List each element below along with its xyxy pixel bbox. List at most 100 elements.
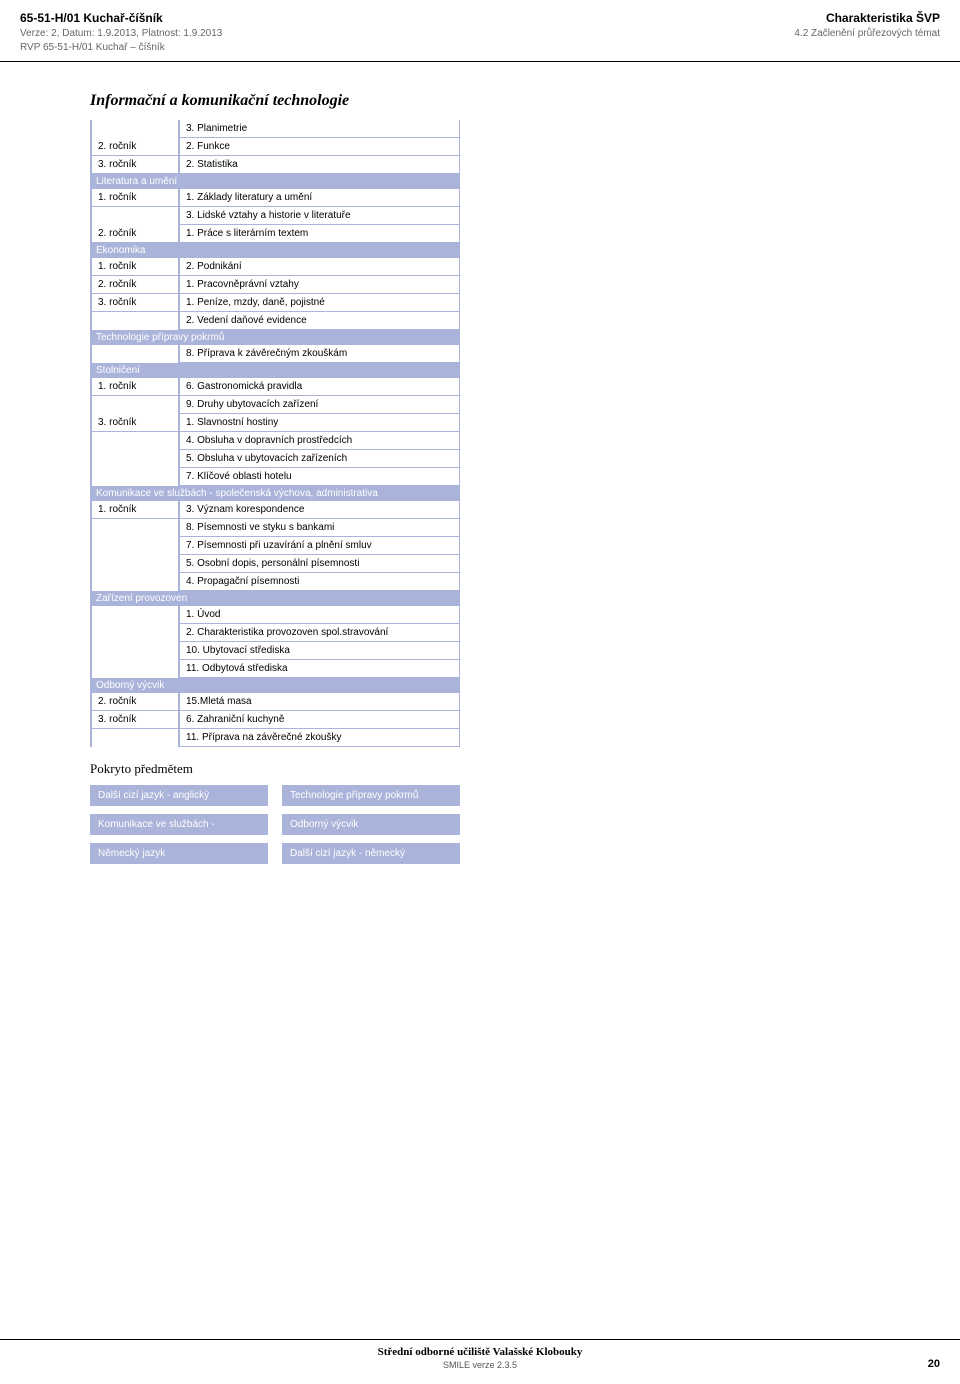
subject-box: Další cizí jazyk - anglický — [90, 785, 268, 806]
subject-box: Technologie přípravy pokrmů — [282, 785, 460, 806]
cell-topic: 8. Příprava k závěrečným zkouškám — [178, 345, 459, 363]
pokryto-title: Pokryto předmětem — [90, 761, 505, 777]
cell-topic: 4. Propagační písemnosti — [178, 573, 459, 591]
subject-box: Odborný výcvik — [282, 814, 460, 835]
header-right: Charakteristika ŠVP 4.2 Začlenění průřez… — [794, 10, 940, 55]
footer-page: 20 — [928, 1358, 940, 1370]
cell-grade: 1. ročník — [90, 501, 178, 519]
cell-topic: 3. Význam korespondence — [178, 501, 459, 519]
cell-grade — [90, 537, 178, 555]
footer-school: Střední odborné učiliště Valašské Klobou… — [20, 1346, 940, 1358]
section-header: Zařízení provozoven — [90, 591, 459, 606]
doc-rvp: RVP 65-51-H/01 Kuchař – číšník — [20, 41, 222, 55]
header-right-title: Charakteristika ŠVP — [794, 10, 940, 27]
cell-grade: 1. ročník — [90, 189, 178, 207]
cell-grade — [90, 729, 178, 747]
cell-grade — [90, 396, 178, 414]
boxes-right-col: Technologie přípravy pokrmů Odborný výcvi… — [282, 785, 460, 864]
page-header: 65-51-H/01 Kuchař-číšník Verze: 2, Datum… — [0, 0, 960, 62]
table-row: 2. ročník1. Pracovněprávní vztahy — [90, 276, 459, 294]
cell-topic: 11. Odbytová střediska — [178, 660, 459, 678]
section-header: Literatura a umění — [90, 174, 459, 189]
page-title: Informační a komunikační technologie — [90, 92, 505, 110]
cell-topic: 4. Obsluha v dopravních prostředcích — [178, 432, 459, 450]
table-row: 1. ročník2. Podnikání — [90, 258, 459, 276]
cell-grade — [90, 312, 178, 330]
table-row: 1. ročník6. Gastronomická pravidla — [90, 378, 459, 396]
cell-topic: 1. Pracovněprávní vztahy — [178, 276, 459, 294]
cell-grade — [90, 573, 178, 591]
cell-grade — [90, 432, 178, 450]
header-right-subtitle: 4.2 Začlenění průřezových témat — [794, 27, 940, 41]
cell-topic: 2. Charakteristika provozoven spol.strav… — [178, 624, 459, 642]
cell-grade: 1. ročník — [90, 378, 178, 396]
cell-grade — [90, 345, 178, 363]
section-header: Technologie přípravy pokrmů — [90, 330, 459, 345]
cell-grade: 3. ročník — [90, 156, 178, 174]
table-row: 4. Obsluha v dopravních prostředcích — [90, 432, 459, 450]
cell-topic: 11. Příprava na závěrečné zkoušky — [178, 729, 459, 747]
curriculum-table: 3. Planimetrie2. ročník2. Funkce3. roční… — [90, 120, 460, 747]
table-row: 7. Klíčové oblasti hotelu — [90, 468, 459, 486]
cell-topic: 1. Peníze, mzdy, daně, pojistné — [178, 294, 459, 312]
cell-topic: 9. Druhy ubytovacích zařízení — [178, 396, 459, 414]
table-row: 3. Planimetrie — [90, 120, 459, 138]
section-header: Ekonomika — [90, 243, 459, 258]
table-row: 8. Písemnosti ve styku s bankami — [90, 519, 459, 537]
table-row: 3. ročník6. Zahraniční kuchyně — [90, 711, 459, 729]
section-header: Komunikace ve službách - společenská výc… — [90, 486, 459, 501]
cell-grade — [90, 555, 178, 573]
cell-topic: 6. Zahraniční kuchyně — [178, 711, 459, 729]
cell-topic: 2. Funkce — [178, 138, 459, 156]
cell-topic: 5. Osobní dopis, personální písemnosti — [178, 555, 459, 573]
doc-version: Verze: 2, Datum: 1.9.2013, Platnost: 1.9… — [20, 27, 222, 41]
cell-grade — [90, 468, 178, 486]
cell-grade: 1. ročník — [90, 258, 178, 276]
cell-grade — [90, 207, 178, 225]
cell-grade — [90, 624, 178, 642]
cell-grade — [90, 606, 178, 624]
cell-topic: 1. Úvod — [178, 606, 459, 624]
subject-box: Komunikace ve službách - — [90, 814, 268, 835]
cell-grade: 2. ročník — [90, 138, 178, 156]
table-row: 9. Druhy ubytovacích zařízení — [90, 396, 459, 414]
cell-topic: 2. Vedení daňové evidence — [178, 312, 459, 330]
cell-topic: 1. Základy literatury a umění — [178, 189, 459, 207]
table-row: 11. Příprava na závěrečné zkoušky — [90, 729, 459, 747]
table-row: 4. Propagační písemnosti — [90, 573, 459, 591]
cell-topic: 10. Ubytovací střediska — [178, 642, 459, 660]
cell-topic: 1. Práce s literárním textem — [178, 225, 459, 243]
table-row: 2. Vedení daňové evidence — [90, 312, 459, 330]
table-row: 10. Ubytovací střediska — [90, 642, 459, 660]
cell-topic: 2. Podnikání — [178, 258, 459, 276]
subject-box: Německý jazyk — [90, 843, 268, 864]
page-footer: Střední odborné učiliště Valašské Klobou… — [0, 1339, 960, 1370]
section-header: Odborný výcvik — [90, 678, 459, 693]
table-row: 11. Odbytová střediska — [90, 660, 459, 678]
table-row: 8. Příprava k závěrečným zkouškám — [90, 345, 459, 363]
cell-grade: 2. ročník — [90, 225, 178, 243]
cell-topic: 15.Mletá masa — [178, 693, 459, 711]
table-row: 1. Úvod — [90, 606, 459, 624]
table-row: 7. Písemnosti při uzavírání a plnění sml… — [90, 537, 459, 555]
cell-topic: 7. Písemnosti při uzavírání a plnění sml… — [178, 537, 459, 555]
cell-grade — [90, 642, 178, 660]
cell-grade — [90, 450, 178, 468]
table-row: 3. Lidské vztahy a historie v literatuře — [90, 207, 459, 225]
cell-topic: 5. Obsluha v ubytovacích zařízeních — [178, 450, 459, 468]
cell-grade: 3. ročník — [90, 294, 178, 312]
table-row: 3. ročník2. Statistika — [90, 156, 459, 174]
section-header: Stolničení — [90, 363, 459, 378]
cell-topic: 1. Slavnostní hostiny — [178, 414, 459, 432]
cell-grade — [90, 120, 178, 138]
table-row: 3. ročník1. Slavnostní hostiny — [90, 414, 459, 432]
cell-grade: 2. ročník — [90, 693, 178, 711]
cell-topic: 3. Lidské vztahy a historie v literatuře — [178, 207, 459, 225]
cell-grade: 3. ročník — [90, 414, 178, 432]
cell-topic: 7. Klíčové oblasti hotelu — [178, 468, 459, 486]
subject-box: Další cizí jazyk - německý — [282, 843, 460, 864]
cell-topic: 3. Planimetrie — [178, 120, 459, 138]
table-row: 5. Osobní dopis, personální písemnosti — [90, 555, 459, 573]
table-row: 2. ročník15.Mletá masa — [90, 693, 459, 711]
footer-version: SMILE verze 2.3.5 — [20, 1360, 940, 1370]
